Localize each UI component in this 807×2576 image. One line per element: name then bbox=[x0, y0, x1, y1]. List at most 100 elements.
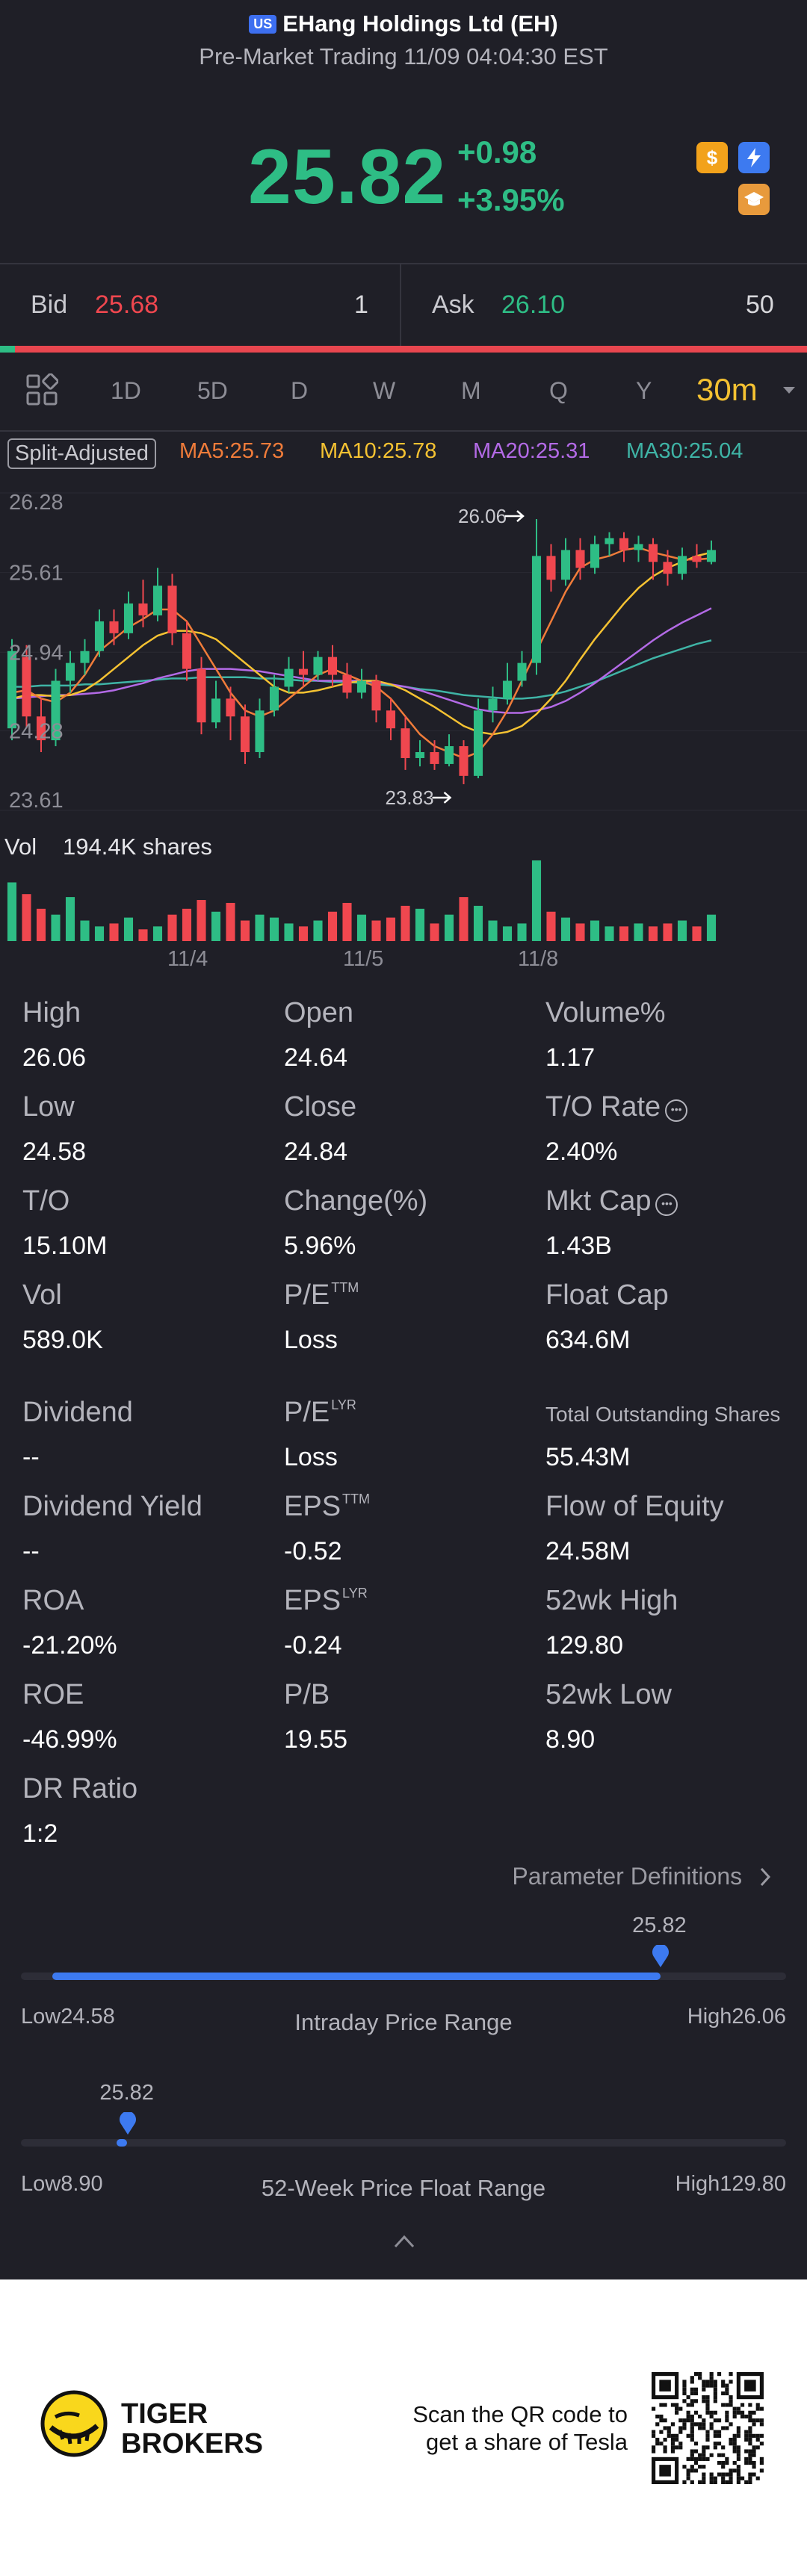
volume-bar bbox=[488, 920, 498, 941]
svg-text:23.83: 23.83 bbox=[386, 786, 434, 809]
candle bbox=[51, 668, 61, 747]
bid-label: Bid bbox=[31, 291, 68, 319]
stat-label: Dividend Yield bbox=[22, 1491, 202, 1522]
stat-value: 24.58M bbox=[545, 1537, 631, 1565]
high-annotation: 26.06 bbox=[458, 505, 525, 527]
stat-label: Low bbox=[22, 1091, 75, 1123]
stat-label: Change(%) bbox=[284, 1185, 428, 1217]
stat-label: P/E LYR bbox=[284, 1397, 356, 1428]
volume-bar bbox=[371, 920, 381, 941]
x-tick-label: 11/5 bbox=[343, 947, 384, 971]
stat-value: -21.20% bbox=[22, 1631, 117, 1660]
stat-value: 19.55 bbox=[284, 1725, 348, 1754]
bid-quantity: 1 bbox=[354, 291, 368, 319]
dollar-icon[interactable]: $ bbox=[696, 142, 728, 173]
candle bbox=[386, 698, 396, 741]
bid-price: 25.68 bbox=[95, 291, 159, 319]
chevron-down-icon[interactable] bbox=[782, 385, 797, 400]
volume-bar bbox=[692, 926, 702, 941]
stat-value: 634.6M bbox=[545, 1326, 631, 1354]
lightning-icon[interactable] bbox=[738, 142, 770, 173]
stat-label: Volume% bbox=[545, 997, 666, 1028]
stat-label: High bbox=[22, 997, 81, 1028]
candle bbox=[197, 657, 206, 735]
intraday-high: High26.06 bbox=[687, 2005, 786, 2029]
trading-session: Pre-Market Trading 11/09 04:04:30 EST bbox=[199, 43, 608, 69]
candle bbox=[211, 680, 221, 729]
volume-bar bbox=[226, 902, 235, 941]
intraday-low: Low24.58 bbox=[21, 2005, 115, 2029]
volume-bar bbox=[517, 923, 527, 941]
candle bbox=[371, 674, 381, 723]
candle bbox=[80, 639, 90, 675]
tab-5d[interactable]: 5D bbox=[197, 377, 228, 404]
intraday-range-fill bbox=[52, 1973, 661, 1980]
volume-bar bbox=[531, 860, 542, 941]
volume-bar bbox=[152, 926, 163, 941]
stat-value: Loss bbox=[284, 1443, 338, 1471]
stat-value: -0.52 bbox=[284, 1537, 342, 1565]
volume-bar bbox=[575, 923, 585, 941]
volume-bar bbox=[356, 914, 367, 941]
candle bbox=[298, 651, 309, 687]
candle bbox=[22, 645, 31, 729]
stat-label: T/O bbox=[22, 1185, 70, 1217]
stat-value: 2.40% bbox=[545, 1138, 618, 1166]
stat-label: P/E TTM bbox=[284, 1279, 359, 1311]
tab-week[interactable]: W bbox=[373, 377, 396, 404]
volume-label: Vol bbox=[4, 834, 37, 860]
candlestick-chart[interactable]: 26.28 25.61 24.94 24.28 23.61 26.06 23.83 bbox=[0, 471, 807, 822]
stat-value: 15.10M bbox=[22, 1232, 108, 1260]
volume-value: 194.4K shares bbox=[63, 834, 212, 860]
x-tick-label: 11/4 bbox=[167, 947, 208, 971]
grid-layout-icon[interactable] bbox=[25, 373, 59, 406]
info-icon[interactable]: ••• bbox=[665, 1099, 688, 1122]
candle bbox=[356, 668, 367, 699]
candle bbox=[401, 716, 410, 770]
ma5-value: MA5:25.73 bbox=[179, 439, 285, 463]
education-icon[interactable] bbox=[738, 184, 770, 215]
stat-value: 589.0K bbox=[22, 1326, 103, 1354]
split-adjusted-button[interactable]: Split-Adjusted bbox=[7, 438, 156, 469]
qr-code-icon[interactable] bbox=[652, 2372, 764, 2484]
volume-bar bbox=[473, 905, 483, 941]
chevron-up-icon[interactable] bbox=[393, 2233, 415, 2250]
ask-price: 26.10 bbox=[501, 291, 566, 319]
volume-bar bbox=[7, 882, 17, 941]
tab-month[interactable]: M bbox=[461, 377, 481, 404]
stat-label: 52wk High bbox=[545, 1585, 678, 1616]
candle bbox=[182, 621, 192, 681]
promo-text: Scan the QR code to get a share of Tesla bbox=[412, 2401, 628, 2455]
stat-value: 1:2 bbox=[22, 1819, 58, 1848]
candle bbox=[167, 574, 177, 645]
stat-label: EPS LYR bbox=[284, 1585, 368, 1616]
stat-label: Mkt Cap ••• bbox=[545, 1185, 678, 1217]
volume-bar bbox=[459, 897, 469, 941]
candle bbox=[109, 609, 119, 645]
tab-30m[interactable]: 30m bbox=[696, 372, 758, 407]
volume-bar bbox=[634, 923, 643, 941]
candle bbox=[138, 580, 148, 627]
stat-value: 55.43M bbox=[545, 1443, 631, 1471]
tab-year[interactable]: Y bbox=[636, 377, 652, 404]
tab-day[interactable]: D bbox=[291, 377, 309, 404]
map-pin-icon bbox=[120, 2112, 137, 2135]
info-icon[interactable]: ••• bbox=[655, 1194, 678, 1216]
tab-quarter[interactable]: Q bbox=[549, 377, 568, 404]
candle bbox=[65, 651, 75, 693]
candle bbox=[94, 609, 105, 657]
volume-bar bbox=[386, 917, 396, 941]
volume-bar bbox=[167, 914, 177, 941]
price-change: +0.98 bbox=[457, 134, 537, 170]
price-change-percent: +3.95% bbox=[457, 182, 565, 217]
stat-label: EPS TTM bbox=[284, 1491, 371, 1522]
stat-label: Close bbox=[284, 1091, 357, 1123]
y-tick-label: 25.61 bbox=[9, 562, 64, 586]
tab-1d[interactable]: 1D bbox=[111, 377, 141, 404]
candle bbox=[575, 538, 585, 580]
intraday-range-title: Intraday Price Range bbox=[294, 2009, 513, 2035]
parameter-definitions-link[interactable]: Parameter Definitions bbox=[512, 1863, 773, 1890]
y-tick-label: 23.61 bbox=[9, 789, 64, 813]
stat-label: Vol bbox=[22, 1279, 62, 1311]
candle bbox=[226, 686, 235, 741]
